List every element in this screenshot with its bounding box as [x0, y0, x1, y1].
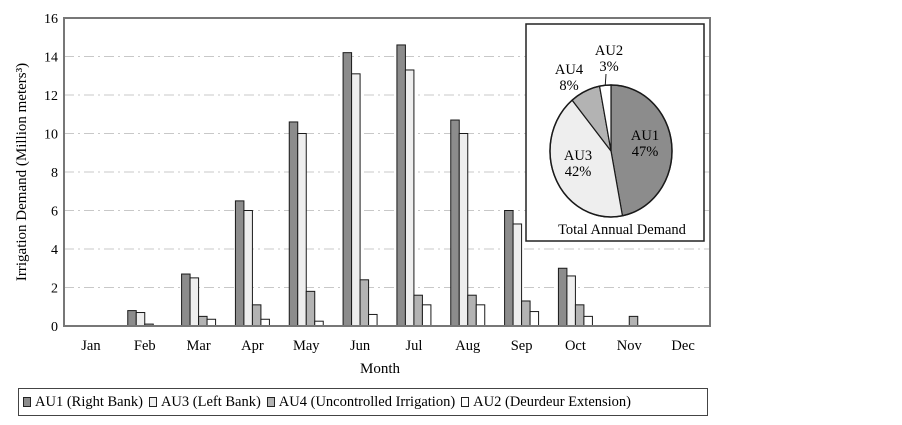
pie-slice-label: AU4 — [555, 62, 584, 78]
bar — [206, 318, 217, 327]
x-tick-label: Oct — [565, 338, 586, 354]
legend-swatch — [266, 397, 275, 407]
y-tick-label: 10 — [44, 128, 58, 143]
x-tick-label: Jun — [350, 338, 371, 354]
legend-item: AU2 (Deurdeur Extension) — [461, 394, 631, 411]
x-tick-label: Sep — [511, 338, 533, 354]
y-tick-label: 4 — [51, 243, 58, 258]
bar — [475, 304, 486, 327]
bar — [288, 121, 299, 327]
y-tick-label: 0 — [51, 320, 58, 335]
x-tick-label: Jul — [405, 338, 422, 354]
bar — [566, 275, 576, 327]
legend-swatch — [23, 397, 31, 407]
x-tick-label: Dec — [671, 338, 694, 354]
pie-outline — [549, 84, 673, 218]
legend-label: AU3 (Left Bank) — [160, 393, 261, 410]
bar — [297, 133, 307, 327]
x-tick-label: Feb — [134, 338, 156, 354]
bar — [521, 300, 531, 327]
y-tick-label: 14 — [44, 51, 58, 66]
legend-label: AU2 (Deurdeur Extension) — [473, 393, 632, 410]
bar — [135, 312, 146, 327]
x-tick-label: Nov — [617, 338, 643, 354]
bar — [251, 304, 262, 327]
y-tick-label: 16 — [44, 12, 58, 27]
x-tick-label: Apr — [241, 338, 264, 354]
bar — [504, 210, 514, 327]
x-tick-label: May — [293, 338, 320, 354]
bar — [342, 52, 353, 327]
pie-slice-percent: 47% — [632, 144, 659, 160]
x-tick-label: Aug — [455, 338, 480, 354]
legend: AU1 (Right Bank) AU3 (Left Bank) AU4 (Unco… — [18, 388, 708, 416]
bar — [467, 294, 477, 327]
y-tick-label: 6 — [51, 205, 58, 220]
bar — [243, 210, 253, 327]
pie-title: Total Annual Demand — [558, 222, 687, 238]
pie-leader-line — [604, 73, 607, 86]
y-axis-title: Irrigation Demand (Million meters³) — [14, 63, 30, 281]
bar — [181, 273, 191, 327]
bar — [260, 318, 270, 327]
y-tick-label: 8 — [51, 166, 58, 181]
y-tick-label: 12 — [44, 89, 58, 104]
legend-item: AU3 (Left Bank) — [148, 393, 261, 411]
bar — [458, 133, 469, 327]
bar — [450, 119, 460, 327]
x-tick-label: Jan — [81, 338, 101, 354]
y-tick-label: 2 — [51, 282, 58, 297]
bar — [368, 313, 378, 327]
pie-slice-percent: 8% — [559, 78, 578, 94]
legend-swatch — [148, 397, 157, 407]
bar — [404, 69, 415, 327]
bar — [574, 304, 585, 327]
x-axis-title: Month — [360, 361, 401, 377]
legend-label: AU1 (Right Bank) — [35, 393, 143, 410]
pie-slice-percent: 3% — [599, 59, 618, 75]
bar — [557, 267, 568, 327]
bar — [396, 44, 406, 327]
bar — [359, 279, 370, 327]
bar — [628, 315, 639, 327]
plot-area-frame — [63, 17, 711, 327]
bar — [234, 200, 245, 327]
bar — [512, 223, 523, 327]
legend-label: AU4 (Uncontrolled Irrigation) — [278, 393, 456, 410]
bar — [305, 290, 316, 327]
bar — [583, 315, 593, 327]
legend-item: AU1 (Right Bank) — [23, 394, 143, 411]
bar — [198, 315, 208, 327]
pie-slice-label: AU2 — [595, 43, 623, 59]
legend-item: AU4 (Uncontrolled Irrigation) — [266, 393, 456, 411]
bar — [127, 310, 137, 327]
bar — [413, 294, 423, 327]
legend-swatch — [461, 397, 470, 407]
bar-chart: 0 2 4 6 8 10 12 14 16 Jan Feb Mar Apr May Jun Jul Aug Se… — [14, 12, 711, 377]
bar — [421, 304, 432, 327]
pie-slice-percent: 42% — [565, 164, 592, 180]
pie-slice-label: AU1 — [631, 128, 659, 144]
pie-slice-label: AU3 — [564, 148, 592, 164]
bar — [189, 277, 200, 327]
x-tick-label: Mar — [186, 338, 210, 354]
bar — [529, 311, 540, 327]
bar — [351, 73, 361, 327]
